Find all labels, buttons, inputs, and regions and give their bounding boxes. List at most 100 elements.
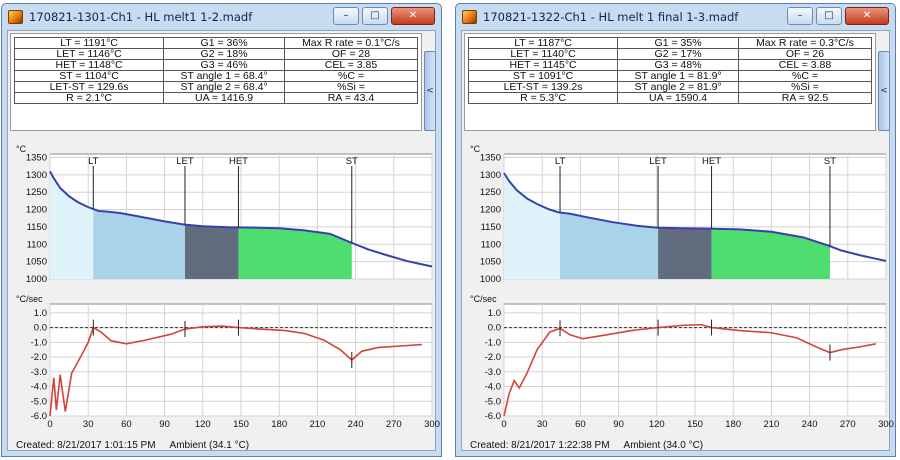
y-tick-label: -2.0 (485, 352, 501, 363)
app-icon (462, 10, 477, 24)
status-bar: Created: 8/21/2017 1:01:15 PM Ambient (34… (16, 440, 249, 451)
temperature-chart: LT LET HET ST 1000 1050 1100 1150 1200 1250 1300 13… (16, 144, 433, 285)
x-tick-label: 150 (233, 419, 249, 430)
y-tick-label: 1350 (480, 152, 501, 163)
y-tick-label: 1150 (481, 222, 501, 233)
window-right[interactable]: 170821-1322-Ch1 - HL melt 1 final 1-3.ma… (455, 3, 896, 457)
event-label-lt: LT (88, 156, 99, 167)
cooling-rate-line (49, 325, 422, 417)
y-axis-label: °C (470, 144, 481, 154)
y-tick-label: -6.0 (31, 411, 47, 422)
app-icon (8, 10, 23, 24)
event-label-lt: LT (555, 156, 566, 167)
x-tick-label: 180 (725, 419, 741, 430)
zone-fill-4 (711, 228, 830, 279)
zone-fill-3 (658, 227, 712, 279)
event-label-st: ST (824, 156, 836, 167)
close-icon[interactable]: ✕ (391, 7, 435, 25)
window-title: 170821-1301-Ch1 - HL melt1 1-2.madf (29, 10, 253, 24)
x-tick-label: 90 (613, 419, 624, 430)
x-tick-label: 240 (348, 419, 364, 430)
x-tick-label: 30 (537, 419, 548, 430)
created-timestamp: Created: 8/21/2017 1:01:15 PM (16, 440, 156, 451)
y-tick-label: 1300 (26, 170, 47, 181)
analysis-charts: LT LET HET ST 1000 1050 1100 1150 1200 1250 1300 13… (16, 144, 440, 430)
results-table: LT = 1191°C G1 = 36% Max R rate = 0.1°C/s L… (13, 37, 418, 104)
x-tick-label: 120 (649, 419, 665, 430)
y-tick-label: -4.0 (485, 382, 501, 393)
y-tick-label: 1000 (480, 274, 501, 285)
results-panel: LT = 1187°C G1 = 35% Max R rate = 0.3°C/s L… (464, 33, 876, 131)
cooling-curve-line (49, 170, 433, 268)
y-axis-label: °C/sec (16, 294, 43, 304)
x-tick-label: 60 (121, 419, 132, 430)
zone-fill-4 (238, 227, 352, 279)
zone-fill-2 (560, 212, 659, 279)
title-bar[interactable]: 170821-1322-Ch1 - HL melt 1 final 1-3.ma… (456, 4, 895, 30)
results-table-body: LT = 1191°C G1 = 36% Max R rate = 0.1°C/s L… (13, 37, 418, 104)
y-tick-label: 1100 (27, 239, 47, 250)
analysis-charts: LT LET HET ST100010501100115012001250130013… (470, 144, 894, 430)
y-tick-label: 1300 (480, 170, 501, 181)
event-label-let: LET (176, 156, 194, 167)
title-bar[interactable]: 170821-1301-Ch1 - HL melt1 1-2.madf – □ … (2, 4, 441, 30)
y-tick-label: -4.0 (31, 382, 47, 393)
cooling-rate-chart: -6.0 -5.0 -4.0 -3.0 -2.0 -1.0 0.0 1.0 0 30 60 90 120… (16, 294, 440, 430)
y-tick-label: -2.0 (31, 352, 47, 363)
y-tick-label: 1100 (481, 239, 501, 250)
y-tick-label: 1.0 (34, 308, 47, 319)
results-table-body: LT = 1187°C G1 = 35% Max R rate = 0.3°C/s L… (467, 37, 872, 104)
table-cell: R = 2.1°C (13, 92, 165, 104)
minimize-icon[interactable]: – (787, 7, 813, 25)
zone-fill-3 (184, 224, 239, 279)
y-axis-label: °C/sec (470, 294, 497, 304)
y-tick-label: 1150 (27, 222, 47, 233)
x-tick-label: 60 (575, 419, 586, 430)
y-tick-label: 1000 (26, 274, 47, 285)
y-tick-label: 1250 (480, 187, 501, 198)
client-area: LT = 1187°C G1 = 35% Max R rate = 0.3°C/s L… (461, 30, 894, 451)
y-tick-label: -5.0 (485, 396, 501, 407)
zone-fill-2 (93, 209, 185, 279)
event-label-het: HET (229, 156, 248, 167)
chevron-left-icon[interactable]: < (424, 51, 436, 131)
zone-fill-1 (50, 171, 94, 279)
y-tick-label: 1200 (26, 205, 47, 216)
y-axis-label: °C (16, 144, 27, 154)
cooling-curve-line (503, 172, 887, 262)
window-left[interactable]: 170821-1301-Ch1 - HL melt1 1-2.madf – □ … (1, 3, 442, 457)
table-cell: R = 5.3°C (467, 92, 619, 104)
client-area: LT = 1191°C G1 = 36% Max R rate = 0.1°C/s L… (7, 30, 440, 451)
table-row: LET-ST = 129.6s ST angle 2 = 68.4° %Si = (13, 81, 418, 93)
y-tick-label: -1.0 (31, 337, 47, 348)
y-tick-label: 1350 (26, 152, 47, 163)
zone-fill-1 (504, 173, 561, 279)
maximize-icon[interactable]: □ (362, 7, 388, 25)
y-tick-label: 1.0 (488, 308, 501, 319)
x-tick-label: 180 (271, 419, 287, 430)
maximize-icon[interactable]: □ (816, 7, 842, 25)
y-tick-label: 1050 (26, 257, 47, 268)
x-tick-label: 90 (159, 419, 170, 430)
table-cell: RA = 43.4 (284, 92, 418, 104)
event-label-st: ST (346, 156, 358, 167)
x-tick-label: 30 (83, 419, 94, 430)
x-tick-label: 240 (802, 419, 818, 430)
results-panel: LT = 1191°C G1 = 36% Max R rate = 0.1°C/s L… (10, 33, 422, 131)
chevron-left-icon[interactable]: < (878, 51, 890, 131)
table-row: R = 2.1°C UA = 1416.9 RA = 43.4 (13, 92, 418, 104)
y-tick-label: -5.0 (31, 396, 47, 407)
ambient-temperature: Ambient (34.1 °C) (169, 440, 250, 451)
close-icon[interactable]: ✕ (845, 7, 889, 25)
ambient-temperature: Ambient (34.0 °C) (623, 440, 704, 451)
created-timestamp: Created: 8/21/2017 1:22:38 PM (470, 440, 610, 451)
temperature-chart: LT LET HET ST 1000 1050 1100 1150 1200 1250 1300 13… (470, 144, 887, 285)
table-cell: RA = 92.5 (738, 92, 872, 104)
minimize-icon[interactable]: – (333, 7, 359, 25)
x-tick-label: 0 (47, 419, 52, 430)
y-tick-label: 0.0 (488, 323, 501, 334)
y-tick-label: 1250 (26, 187, 47, 198)
x-tick-label: 150 (687, 419, 703, 430)
y-tick-label: 0.0 (34, 323, 47, 334)
x-tick-label: 0 (501, 419, 506, 430)
